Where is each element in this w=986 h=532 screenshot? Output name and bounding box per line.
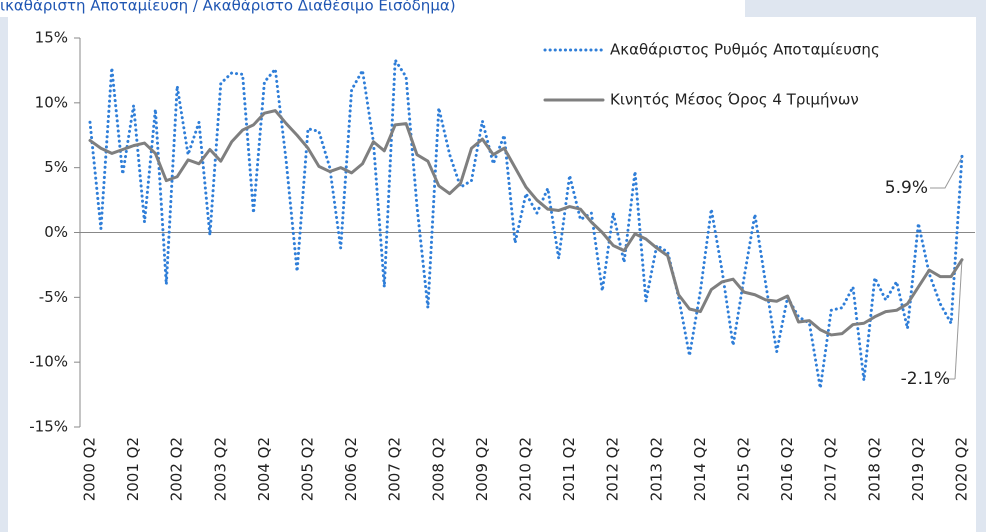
data-label: 5.9% <box>885 178 928 198</box>
y-tick-label: -15% <box>29 418 68 436</box>
x-tick-label: 2019 Q2 <box>909 437 927 501</box>
y-tick-label: 15% <box>35 29 68 47</box>
title-band <box>0 0 745 17</box>
y-tick-label: -5% <box>39 288 68 306</box>
x-tick-label: 2009 Q2 <box>473 437 491 501</box>
series-line <box>88 109 964 337</box>
x-tick-label: 2018 Q2 <box>865 437 883 501</box>
x-tick-label: 2012 Q2 <box>604 437 622 501</box>
x-tick-label: 2007 Q2 <box>386 437 404 501</box>
y-tick-label: -10% <box>29 353 68 371</box>
leader-line <box>954 258 963 380</box>
series-line <box>88 58 964 390</box>
x-tick-label: 2006 Q2 <box>342 437 360 501</box>
data-label: -2.1% <box>901 369 950 389</box>
x-tick-label: 2015 Q2 <box>735 437 753 501</box>
leader-line <box>930 156 963 189</box>
x-tick-label: 2014 Q2 <box>691 437 709 501</box>
x-tick-label: 2005 Q2 <box>299 437 317 501</box>
y-tick-label: 0% <box>44 223 68 241</box>
x-tick-label: 2010 Q2 <box>517 437 535 501</box>
x-tick-label: 2004 Q2 <box>255 437 273 501</box>
x-tick-label: 2013 Q2 <box>647 437 665 501</box>
x-tick-label: 2008 Q2 <box>429 437 447 501</box>
legend-label: Ακαθάριστος Ρυθμός Αποταμίευσης <box>610 41 880 59</box>
x-tick-label: 2002 Q2 <box>168 437 186 501</box>
legend-label: Κινητός Μέσος Όρος 4 Τριμήνων <box>610 91 859 109</box>
x-tick-label: 2016 Q2 <box>778 437 796 501</box>
y-tick-label: 10% <box>35 93 68 111</box>
x-tick-label: 2017 Q2 <box>822 437 840 501</box>
plot-area <box>8 17 976 532</box>
x-tick-label: 2001 Q2 <box>124 437 142 501</box>
x-tick-label: 2011 Q2 <box>560 437 578 501</box>
x-tick-label: 2003 Q2 <box>211 437 229 501</box>
y-tick-label: 5% <box>44 158 68 176</box>
chart-title: ικαθάριστη Αποταμίευση / Ακαθάριστο Διαθ… <box>0 0 456 15</box>
x-tick-label: 2000 Q2 <box>81 437 99 501</box>
x-tick-label: 2020 Q2 <box>953 437 971 501</box>
